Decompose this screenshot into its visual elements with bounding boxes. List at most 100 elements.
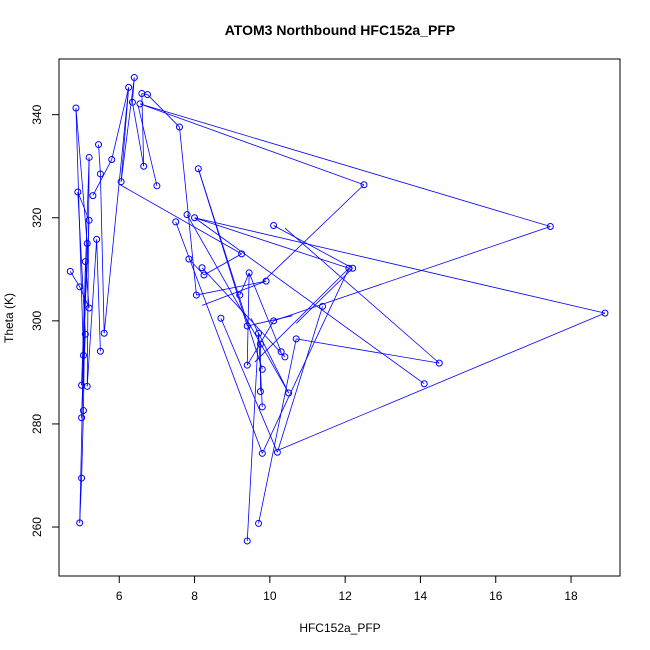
data-point [292, 335, 300, 343]
y-axis: 260 280 300 320 340 [30, 104, 60, 537]
data-point [255, 329, 263, 337]
data-point [78, 474, 86, 482]
series-line-segment [258, 338, 297, 524]
data-point [198, 264, 206, 272]
data-point [74, 188, 82, 196]
series-points [66, 74, 609, 545]
data-point [273, 448, 281, 456]
x-tick-label: 6 [116, 589, 123, 603]
series-line-segment [119, 183, 242, 255]
data-point [285, 389, 293, 397]
series-line-segment [273, 226, 551, 322]
series-line-segment [246, 333, 259, 541]
series-line-segment [296, 338, 440, 364]
data-point [601, 309, 609, 317]
data-point [100, 329, 108, 337]
data-point [256, 340, 264, 348]
series-line-segment [86, 239, 98, 387]
data-point [345, 264, 353, 272]
data-point [360, 181, 368, 189]
series-lines [69, 77, 606, 541]
data-point [85, 153, 93, 161]
series-line-segment [284, 227, 440, 364]
series-line-segment [201, 267, 286, 358]
y-tick-label: 340 [30, 104, 44, 124]
data-point [79, 351, 87, 359]
y-tick-label: 320 [30, 207, 44, 227]
data-point [185, 255, 193, 263]
data-point [172, 218, 180, 226]
data-point [192, 291, 200, 299]
x-axis: 6 8 10 12 14 16 18 [116, 575, 578, 603]
data-point [143, 91, 151, 99]
series-line-segment [194, 217, 425, 385]
x-tick-label: 18 [564, 589, 578, 603]
series-line-segment [111, 87, 130, 160]
x-tick-label: 16 [489, 589, 503, 603]
data-point [108, 156, 116, 164]
series-line-segment [295, 267, 353, 324]
data-point [128, 98, 136, 106]
series-line-segment [194, 217, 606, 314]
series-line-segment [194, 217, 350, 269]
series-line-segment [175, 221, 263, 454]
data-point [72, 104, 80, 112]
data-point [349, 264, 357, 272]
series-line-segment [250, 318, 290, 394]
data-point [79, 407, 87, 415]
data-point [238, 250, 246, 258]
data-point [245, 269, 253, 277]
data-point [319, 302, 327, 310]
data-point [93, 235, 101, 243]
series-line-segment [262, 184, 365, 283]
series-line-segment [279, 312, 606, 451]
series-line-segment [132, 102, 145, 167]
data-point [194, 165, 202, 173]
series-line-segment [98, 144, 101, 174]
x-tick-label: 8 [191, 589, 198, 603]
data-point [183, 211, 191, 219]
data-point [66, 267, 74, 275]
chart-title: ATOM3 Northbound HFC152a_PFP [225, 22, 456, 38]
data-point [76, 519, 84, 527]
data-point [258, 449, 266, 457]
series-line-segment [132, 77, 135, 103]
data-point [191, 214, 199, 222]
x-tick-label: 10 [263, 589, 277, 603]
series-line-segment [246, 272, 250, 366]
x-tick-label: 12 [338, 589, 352, 603]
series-line-segment [92, 159, 113, 196]
data-point [435, 359, 443, 367]
data-point [96, 347, 104, 355]
y-tick-label: 260 [30, 517, 44, 537]
series-line-segment [203, 253, 242, 276]
series-line-segment [239, 272, 250, 296]
series-line-segment [96, 239, 101, 352]
data-point [236, 291, 244, 299]
data-point [85, 304, 93, 312]
series-line-segment [75, 107, 88, 244]
series-line-segment [261, 268, 350, 454]
data-point [243, 322, 251, 330]
data-point [270, 221, 278, 229]
series-line-segment [139, 103, 551, 227]
series-line-segment [276, 306, 323, 453]
series-line-segment [247, 315, 293, 327]
data-point [85, 216, 93, 224]
data-point [81, 330, 89, 338]
series-line-segment [84, 261, 90, 308]
series-line-segment [103, 87, 130, 334]
y-axis-label: Theta (K) [2, 293, 16, 343]
y-tick-label: 280 [30, 414, 44, 434]
data-point [217, 314, 225, 322]
data-point [81, 258, 89, 266]
data-point [140, 162, 148, 170]
y-tick-label: 300 [30, 311, 44, 331]
x-axis-label: HFC152a_PFP [299, 621, 380, 635]
series-line-segment [248, 272, 282, 352]
data-point [243, 361, 251, 369]
series-line-segment [197, 168, 263, 370]
data-point [420, 380, 428, 388]
series-line-segment [100, 173, 105, 334]
data-point [125, 83, 133, 91]
